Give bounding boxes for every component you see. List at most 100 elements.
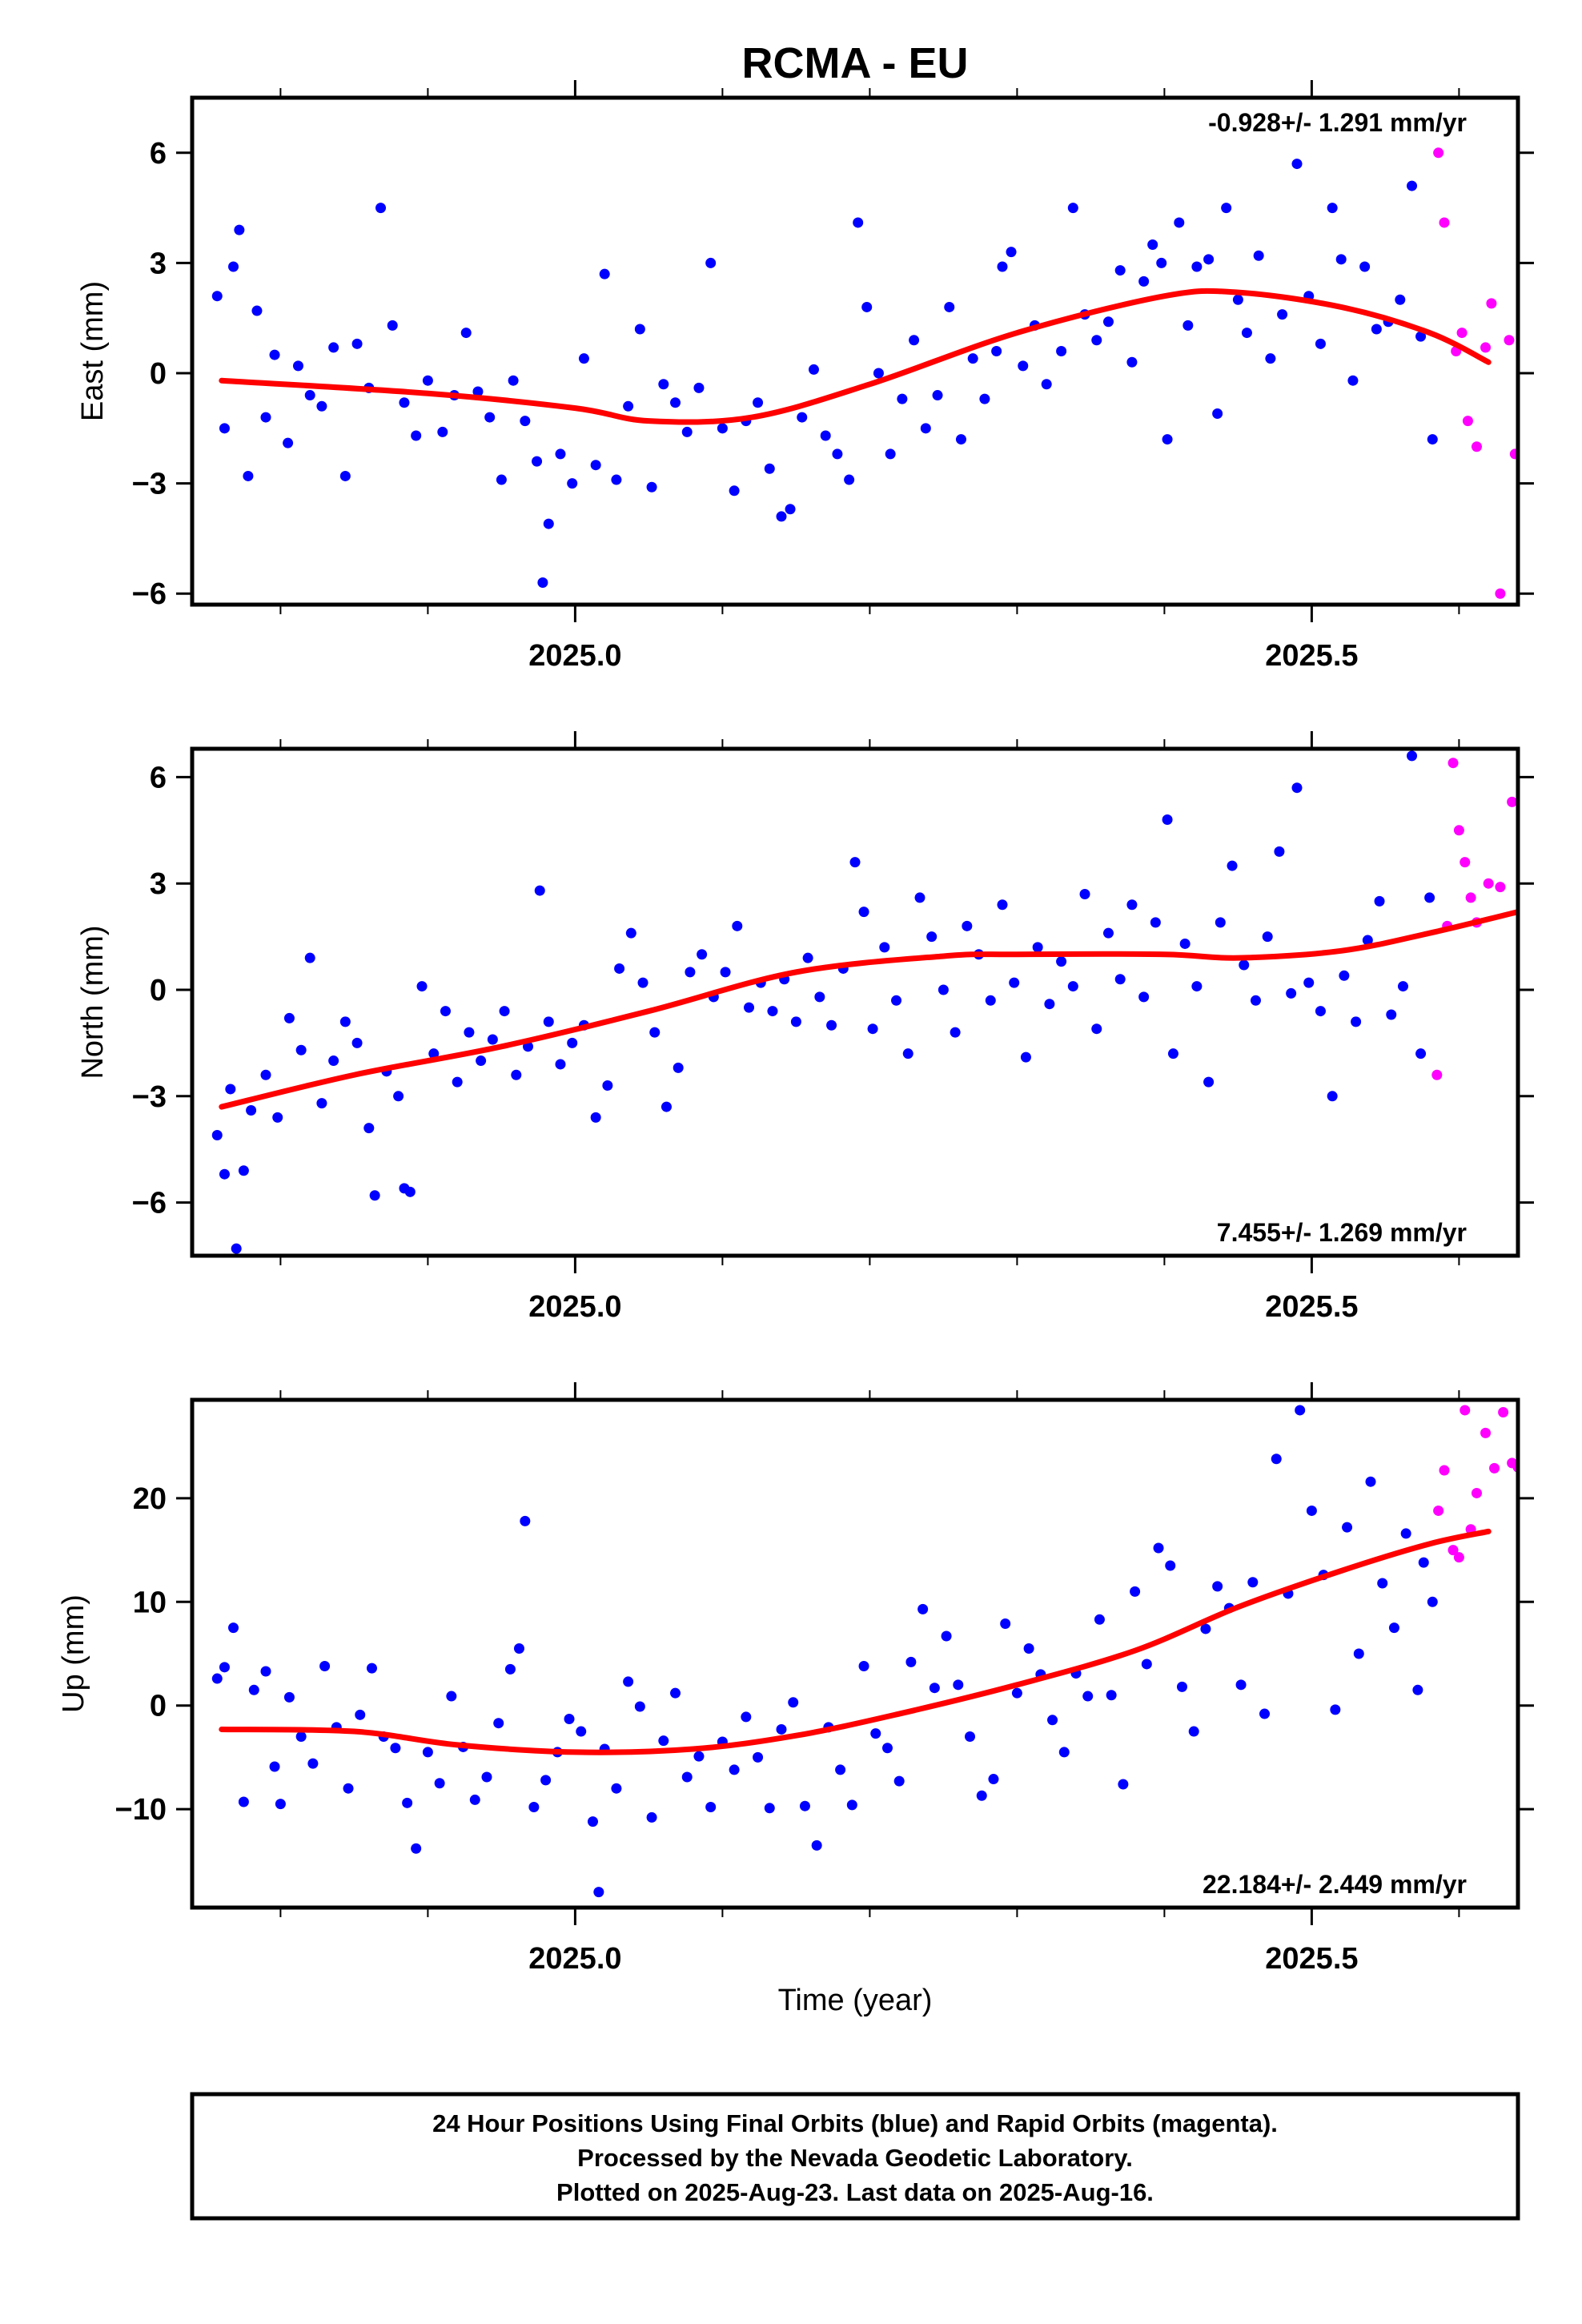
- up-final-point: [1295, 1405, 1306, 1416]
- up-final-point: [1342, 1522, 1353, 1533]
- east-final-point: [785, 504, 796, 515]
- north-final-point: [744, 1002, 755, 1013]
- east-final-point: [705, 257, 717, 268]
- up-final-point: [1000, 1618, 1011, 1629]
- east-final-point: [1427, 434, 1438, 445]
- north-final-point: [511, 1069, 522, 1080]
- north-final-point: [1179, 938, 1191, 949]
- up-final-point: [1153, 1542, 1164, 1554]
- north-final-point: [1339, 970, 1350, 981]
- east-final-point: [1277, 309, 1288, 320]
- up-final-point: [307, 1758, 319, 1769]
- north-y-tick-label: 6: [150, 761, 167, 794]
- north-final-point: [555, 1059, 566, 1070]
- east-rapid-point: [1439, 217, 1450, 228]
- up-final-point: [422, 1747, 433, 1758]
- east-final-point: [316, 400, 327, 412]
- east-final-point: [717, 423, 728, 434]
- east-final-point: [219, 423, 230, 434]
- east-final-point: [729, 485, 740, 497]
- east-final-point: [611, 474, 622, 485]
- up-final-point: [564, 1714, 575, 1725]
- up-final-point: [1259, 1708, 1271, 1719]
- east-final-point: [797, 412, 808, 423]
- north-final-point: [767, 1006, 778, 1017]
- up-final-point: [528, 1801, 540, 1812]
- east-final-point: [944, 301, 955, 312]
- east-final-point: [1041, 379, 1052, 390]
- up-final-point: [1400, 1528, 1411, 1539]
- up-final-point: [646, 1811, 657, 1823]
- up-final-point: [870, 1728, 881, 1739]
- east-rapid-point: [1480, 342, 1492, 353]
- north-final-point: [985, 995, 996, 1006]
- north-final-point: [625, 927, 636, 939]
- up-final-point: [623, 1676, 634, 1687]
- east-final-point: [1253, 250, 1264, 261]
- up-final-point: [693, 1751, 705, 1762]
- east-final-point: [1359, 261, 1371, 272]
- up-final-point: [1235, 1679, 1247, 1691]
- north-final-point: [1067, 981, 1078, 992]
- north-final-point: [534, 885, 545, 896]
- east-final-point: [387, 320, 398, 331]
- east-final-point: [234, 224, 245, 235]
- up-final-point: [1247, 1577, 1259, 1588]
- north-y-tick-label: −6: [132, 1187, 167, 1220]
- north-final-point: [926, 931, 938, 943]
- east-final-point: [844, 474, 855, 485]
- north-final-point: [867, 1023, 878, 1035]
- east-final-point: [351, 338, 363, 349]
- north-final-point: [1239, 959, 1250, 971]
- up-final-point: [513, 1643, 524, 1655]
- north-final-point: [1079, 888, 1090, 899]
- east-final-point: [1018, 360, 1029, 372]
- east-final-point: [1415, 331, 1427, 342]
- figure-title: RCMA - EU: [742, 39, 969, 87]
- east-final-point: [885, 448, 896, 460]
- north-final-point: [316, 1098, 327, 1109]
- north-final-point: [1044, 999, 1055, 1010]
- up-final-point: [469, 1794, 480, 1805]
- east-rapid-point: [1509, 448, 1518, 460]
- east-rapid-point: [1486, 298, 1497, 309]
- east-final-point: [292, 360, 303, 372]
- north-rapid-point: [1460, 857, 1471, 868]
- north-final-point: [938, 984, 949, 995]
- up-final-point: [1212, 1581, 1223, 1592]
- east-final-point: [599, 268, 610, 279]
- east-final-point: [251, 305, 263, 316]
- east-final-point: [1327, 203, 1338, 214]
- north-final-point: [879, 942, 890, 953]
- up-final-point: [1388, 1622, 1399, 1634]
- east-final-point: [753, 397, 764, 408]
- east-final-point: [460, 328, 472, 339]
- up-final-point: [965, 1731, 976, 1743]
- north-final-point: [1291, 782, 1303, 794]
- north-final-point: [902, 1048, 913, 1059]
- up-final-point: [411, 1843, 422, 1854]
- north-final-point: [685, 967, 696, 978]
- east-final-point: [1126, 356, 1138, 368]
- east-final-point: [1056, 346, 1067, 356]
- up-final-point: [1377, 1578, 1388, 1589]
- north-y-axis-label: North (mm): [76, 925, 110, 1079]
- east-final-point: [399, 397, 410, 408]
- up-final-point: [587, 1816, 598, 1827]
- east-final-point: [820, 430, 831, 441]
- north-rate-label: 7.455+/- 1.269 mm/yr: [1217, 1218, 1467, 1247]
- up-final-point: [1330, 1704, 1341, 1715]
- east-final-point: [532, 456, 543, 467]
- east-final-point: [1091, 335, 1102, 346]
- east-final-point: [1221, 203, 1232, 214]
- north-final-point: [1032, 942, 1043, 953]
- up-rapid-point: [1460, 1405, 1471, 1416]
- north-final-point: [1162, 814, 1173, 826]
- north-final-point: [720, 967, 731, 978]
- up-final-point: [1412, 1684, 1423, 1695]
- east-final-point: [832, 448, 843, 460]
- north-frame: [190, 746, 1520, 1258]
- up-final-point: [905, 1656, 917, 1667]
- up-final-point: [520, 1515, 531, 1526]
